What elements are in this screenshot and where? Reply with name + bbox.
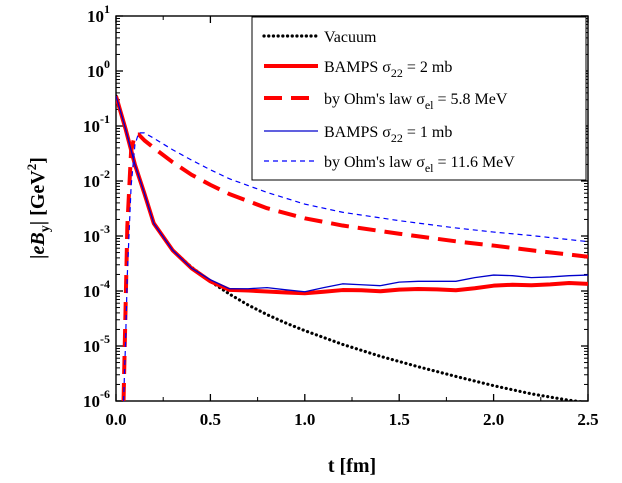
series-line-5 xyxy=(122,132,588,401)
x-axis-title: t [fm] xyxy=(328,455,376,477)
x-tick-label: 0.0 xyxy=(105,410,126,429)
x-tick-label: 1.5 xyxy=(389,410,410,429)
y-tick-label: 10-6 xyxy=(83,387,110,411)
series-line-4 xyxy=(116,95,588,293)
y-tick-label: 100 xyxy=(87,57,110,81)
x-tick-label: 2.5 xyxy=(577,410,598,429)
legend-label-2: BAMPS σ22 = 2 mb xyxy=(324,59,452,80)
legend-entries: Vacuum BAMPS σ22 = 2 mb by Ohm's law σel =… xyxy=(262,29,515,175)
y-tick-label: 101 xyxy=(87,2,110,26)
y-tick-labels: 10-6 10-5 10-4 10-3 10-2 10-1 100 101 xyxy=(83,2,110,411)
x-tick-labels: 0.0 0.5 1.0 1.5 2.0 2.5 xyxy=(105,410,598,429)
y-axis-title: |eBy| [GeV2] xyxy=(24,157,53,259)
y-tick-label: 10-2 xyxy=(83,167,110,191)
series-group xyxy=(116,94,588,401)
legend-label-5: by Ohm's law σel = 11.6 MeV xyxy=(324,154,515,175)
x-tick-label: 0.5 xyxy=(200,410,221,429)
legend-label-1: Vacuum xyxy=(324,29,377,46)
y-tick-label: 10-4 xyxy=(83,277,110,301)
y-tick-label: 10-5 xyxy=(83,332,110,356)
y-tick-label: 10-1 xyxy=(83,112,110,136)
x-tick-label: 1.0 xyxy=(294,410,315,429)
x-tick-label: 2.0 xyxy=(483,410,504,429)
legend-label-4: BAMPS σ22 = 1 mb xyxy=(324,124,452,145)
series-line-3 xyxy=(121,132,588,401)
legend-label-3: by Ohm's law σel = 5.8 MeV xyxy=(324,91,508,112)
y-tick-label: 10-3 xyxy=(83,222,110,246)
